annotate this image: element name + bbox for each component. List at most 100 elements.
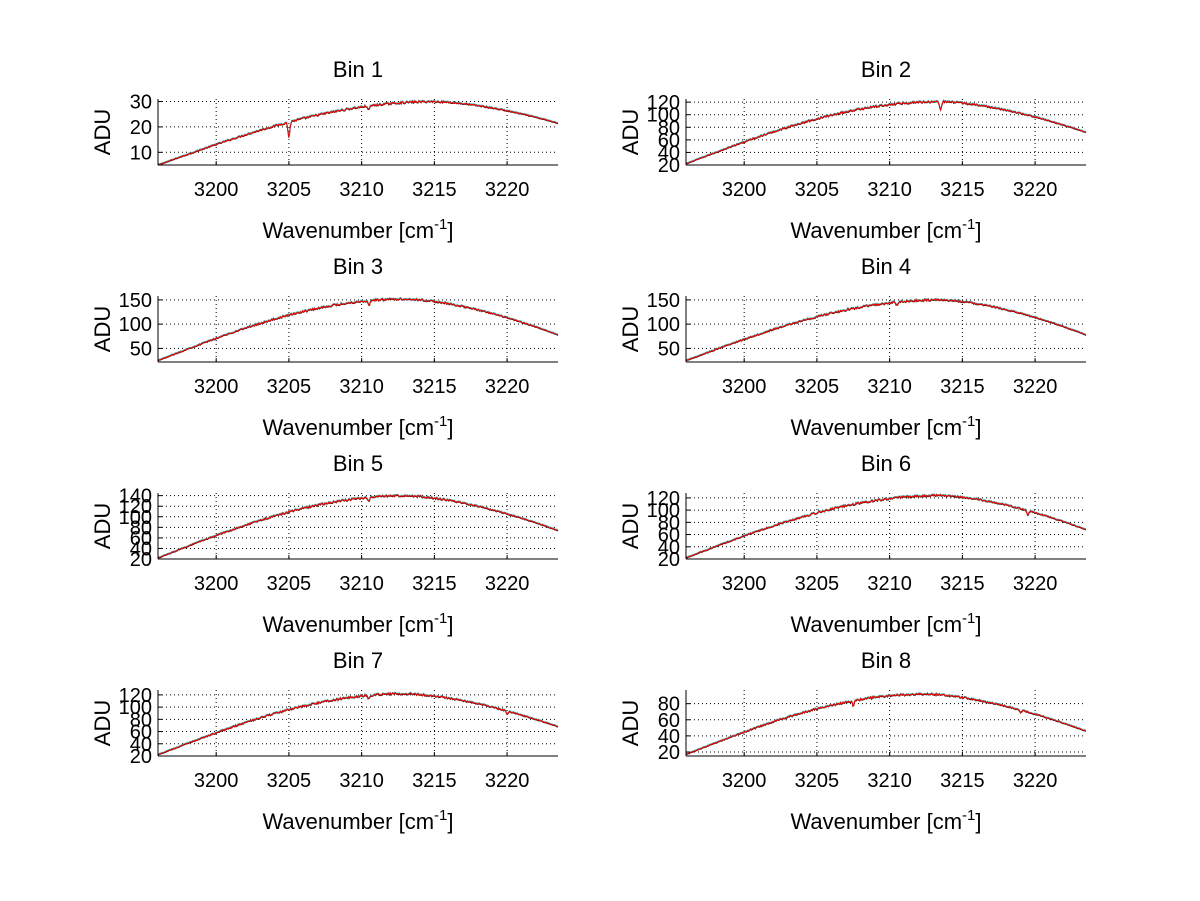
plot-area: [686, 296, 1086, 362]
y-axis-label: ADU: [618, 306, 643, 352]
y-tick-label: 100: [647, 500, 680, 522]
x-tick-label: 3210: [867, 179, 912, 201]
chart-title: Bin 8: [861, 648, 911, 673]
y-tick-label: 60: [658, 525, 680, 547]
x-axis-label-end: ]: [975, 612, 981, 637]
y-tick-label: 100: [647, 105, 680, 127]
x-tick-label: 3215: [412, 376, 457, 398]
x-tick-label: 3215: [412, 770, 457, 792]
plot-area: [158, 690, 558, 756]
y-tick-label: 50: [130, 338, 152, 360]
x-axis-label-end: ]: [447, 218, 453, 243]
x-tick-label: 3220: [485, 573, 530, 595]
x-axis-label-main: Wavenumber [cm: [790, 218, 962, 243]
chart-title: Bin 1: [333, 57, 383, 82]
x-axis-label-end: ]: [447, 612, 453, 637]
y-tick-label: 60: [658, 130, 680, 152]
x-axis-label-main: Wavenumber [cm: [790, 415, 962, 440]
y-tick-label: 100: [119, 507, 152, 529]
x-tick-label: 3205: [795, 179, 840, 201]
series-line-red: [157, 692, 559, 756]
x-axis-label-main: Wavenumber [cm: [790, 612, 962, 637]
x-axis-label: Wavenumber [cm-1]: [262, 413, 453, 440]
x-tick-label: 3200: [194, 770, 239, 792]
x-tick-label: 3220: [485, 179, 530, 201]
series-line-red: [685, 493, 1086, 559]
series-line-cyan: [157, 296, 559, 361]
x-axis-label-superscript: -1: [434, 216, 447, 233]
series-line-red: [157, 99, 559, 166]
x-tick-label: 3205: [267, 770, 312, 792]
x-axis-label-end: ]: [447, 809, 453, 834]
x-tick-label: 3220: [485, 770, 530, 792]
x-axis-label: Wavenumber [cm-1]: [790, 610, 981, 637]
x-tick-label: 3210: [867, 376, 912, 398]
y-axis-label: ADU: [90, 109, 115, 155]
chart-title: Bin 4: [861, 254, 911, 279]
x-tick-label: 3200: [722, 770, 767, 792]
x-tick-label: 3215: [412, 179, 457, 201]
x-axis-label-main: Wavenumber [cm: [262, 612, 434, 637]
y-tick-label: 100: [647, 314, 680, 336]
x-tick-label: 3210: [339, 770, 384, 792]
y-tick-label: 60: [130, 722, 152, 744]
y-tick-label: 120: [119, 685, 152, 707]
x-tick-label: 3210: [339, 376, 384, 398]
x-tick-label: 3220: [1013, 376, 1058, 398]
y-tick-label: 40: [130, 538, 152, 560]
x-tick-label: 3205: [795, 770, 840, 792]
x-tick-label: 3200: [722, 179, 767, 201]
x-axis-label: Wavenumber [cm-1]: [790, 413, 981, 440]
y-tick-label: 100: [119, 697, 152, 719]
x-axis-label-superscript: -1: [434, 807, 447, 824]
x-tick-label: 3215: [940, 770, 985, 792]
y-tick-label: 20: [658, 742, 680, 764]
x-tick-label: 3220: [1013, 770, 1058, 792]
x-axis-label-superscript: -1: [962, 807, 975, 824]
x-axis-label: Wavenumber [cm-1]: [262, 610, 453, 637]
x-axis-label-main: Wavenumber [cm: [262, 809, 434, 834]
chart-title: Bin 3: [333, 254, 383, 279]
y-axis-label: ADU: [618, 700, 643, 746]
x-axis-label-end: ]: [975, 218, 981, 243]
x-tick-label: 3220: [1013, 573, 1058, 595]
y-tick-label: 20: [130, 117, 152, 139]
x-axis-label-superscript: -1: [434, 610, 447, 627]
plot-area: [158, 296, 558, 362]
subplot-grid: 3200 3205 3210 3215 3220 10 20 30 Bin 1 Wavenumbe…: [90, 57, 1087, 834]
x-tick-label: 3200: [722, 573, 767, 595]
series-line-red: [157, 297, 559, 361]
x-tick-label: 3215: [940, 376, 985, 398]
y-tick-label: 120: [647, 488, 680, 510]
y-axis-label: ADU: [618, 109, 643, 155]
x-tick-label: 3220: [485, 376, 530, 398]
x-tick-label: 3215: [940, 573, 985, 595]
y-tick-label: 80: [130, 709, 152, 731]
x-axis-label-main: Wavenumber [cm: [790, 809, 962, 834]
y-tick-label: 120: [119, 496, 152, 518]
y-axis-label: ADU: [90, 700, 115, 746]
x-axis-label: Wavenumber [cm-1]: [262, 807, 453, 834]
y-tick-label: 20: [658, 155, 680, 177]
x-axis-label-end: ]: [975, 415, 981, 440]
y-axis-label: ADU: [90, 503, 115, 549]
x-tick-label: 3200: [194, 376, 239, 398]
y-tick-label: 20: [130, 549, 152, 571]
y-tick-label: 120: [647, 92, 680, 114]
y-tick-label: 150: [647, 290, 680, 312]
y-tick-label: 60: [658, 710, 680, 732]
x-axis-label-main: Wavenumber [cm: [262, 218, 434, 243]
x-tick-label: 3210: [339, 573, 384, 595]
x-tick-label: 3215: [412, 573, 457, 595]
series-line-red: [685, 99, 1087, 165]
plot-area: [686, 493, 1086, 559]
series-line-red: [685, 692, 1087, 755]
x-axis-label-end: ]: [975, 809, 981, 834]
y-tick-label: 40: [130, 734, 152, 756]
x-tick-label: 3205: [267, 376, 312, 398]
